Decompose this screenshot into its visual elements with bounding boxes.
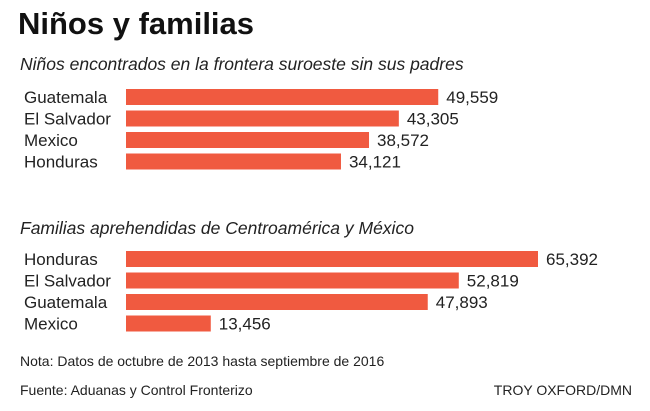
category-label: El Salvador <box>24 110 111 129</box>
chart-1-title: Niños encontrados en la frontera suroest… <box>20 54 464 74</box>
value-label: 13,456 <box>219 315 271 334</box>
bar <box>126 89 439 105</box>
bar <box>126 272 459 289</box>
footnote: Nota: Datos de octubre de 2013 hasta sep… <box>20 353 385 369</box>
value-label: 52,819 <box>467 272 519 291</box>
source-line: Fuente: Aduanas y Control Fronterizo <box>20 382 253 398</box>
page-title: Niños y familias <box>18 6 255 41</box>
category-label: Guatemala <box>24 293 108 312</box>
children-bar-chart: Guatemala 49,559 El Salvador 43,305 Mexico 38… <box>24 88 498 172</box>
bar <box>126 251 538 267</box>
bar <box>126 294 428 310</box>
bar <box>126 153 341 170</box>
value-label: 34,121 <box>349 153 401 172</box>
value-label: 65,392 <box>546 250 598 269</box>
category-label: Mexico <box>24 131 78 150</box>
category-label: Honduras <box>24 250 98 269</box>
category-label: Guatemala <box>24 88 108 107</box>
category-label: El Salvador <box>24 272 111 291</box>
value-label: 49,559 <box>446 88 498 107</box>
bar <box>126 110 399 127</box>
chart-2-title: Familias aprehendidas de Centroamérica y… <box>20 218 414 238</box>
bar <box>126 132 370 148</box>
category-label: Honduras <box>24 153 98 172</box>
families-bar-chart: Honduras 65,392 El Salvador 52,819 Guatemala… <box>24 250 598 334</box>
credit-line: TROY OXFORD/DMN <box>493 382 632 398</box>
bar <box>126 315 211 332</box>
value-label: 47,893 <box>436 293 488 312</box>
value-label: 43,305 <box>407 110 459 129</box>
category-label: Mexico <box>24 315 78 334</box>
value-label: 38,572 <box>377 131 429 150</box>
